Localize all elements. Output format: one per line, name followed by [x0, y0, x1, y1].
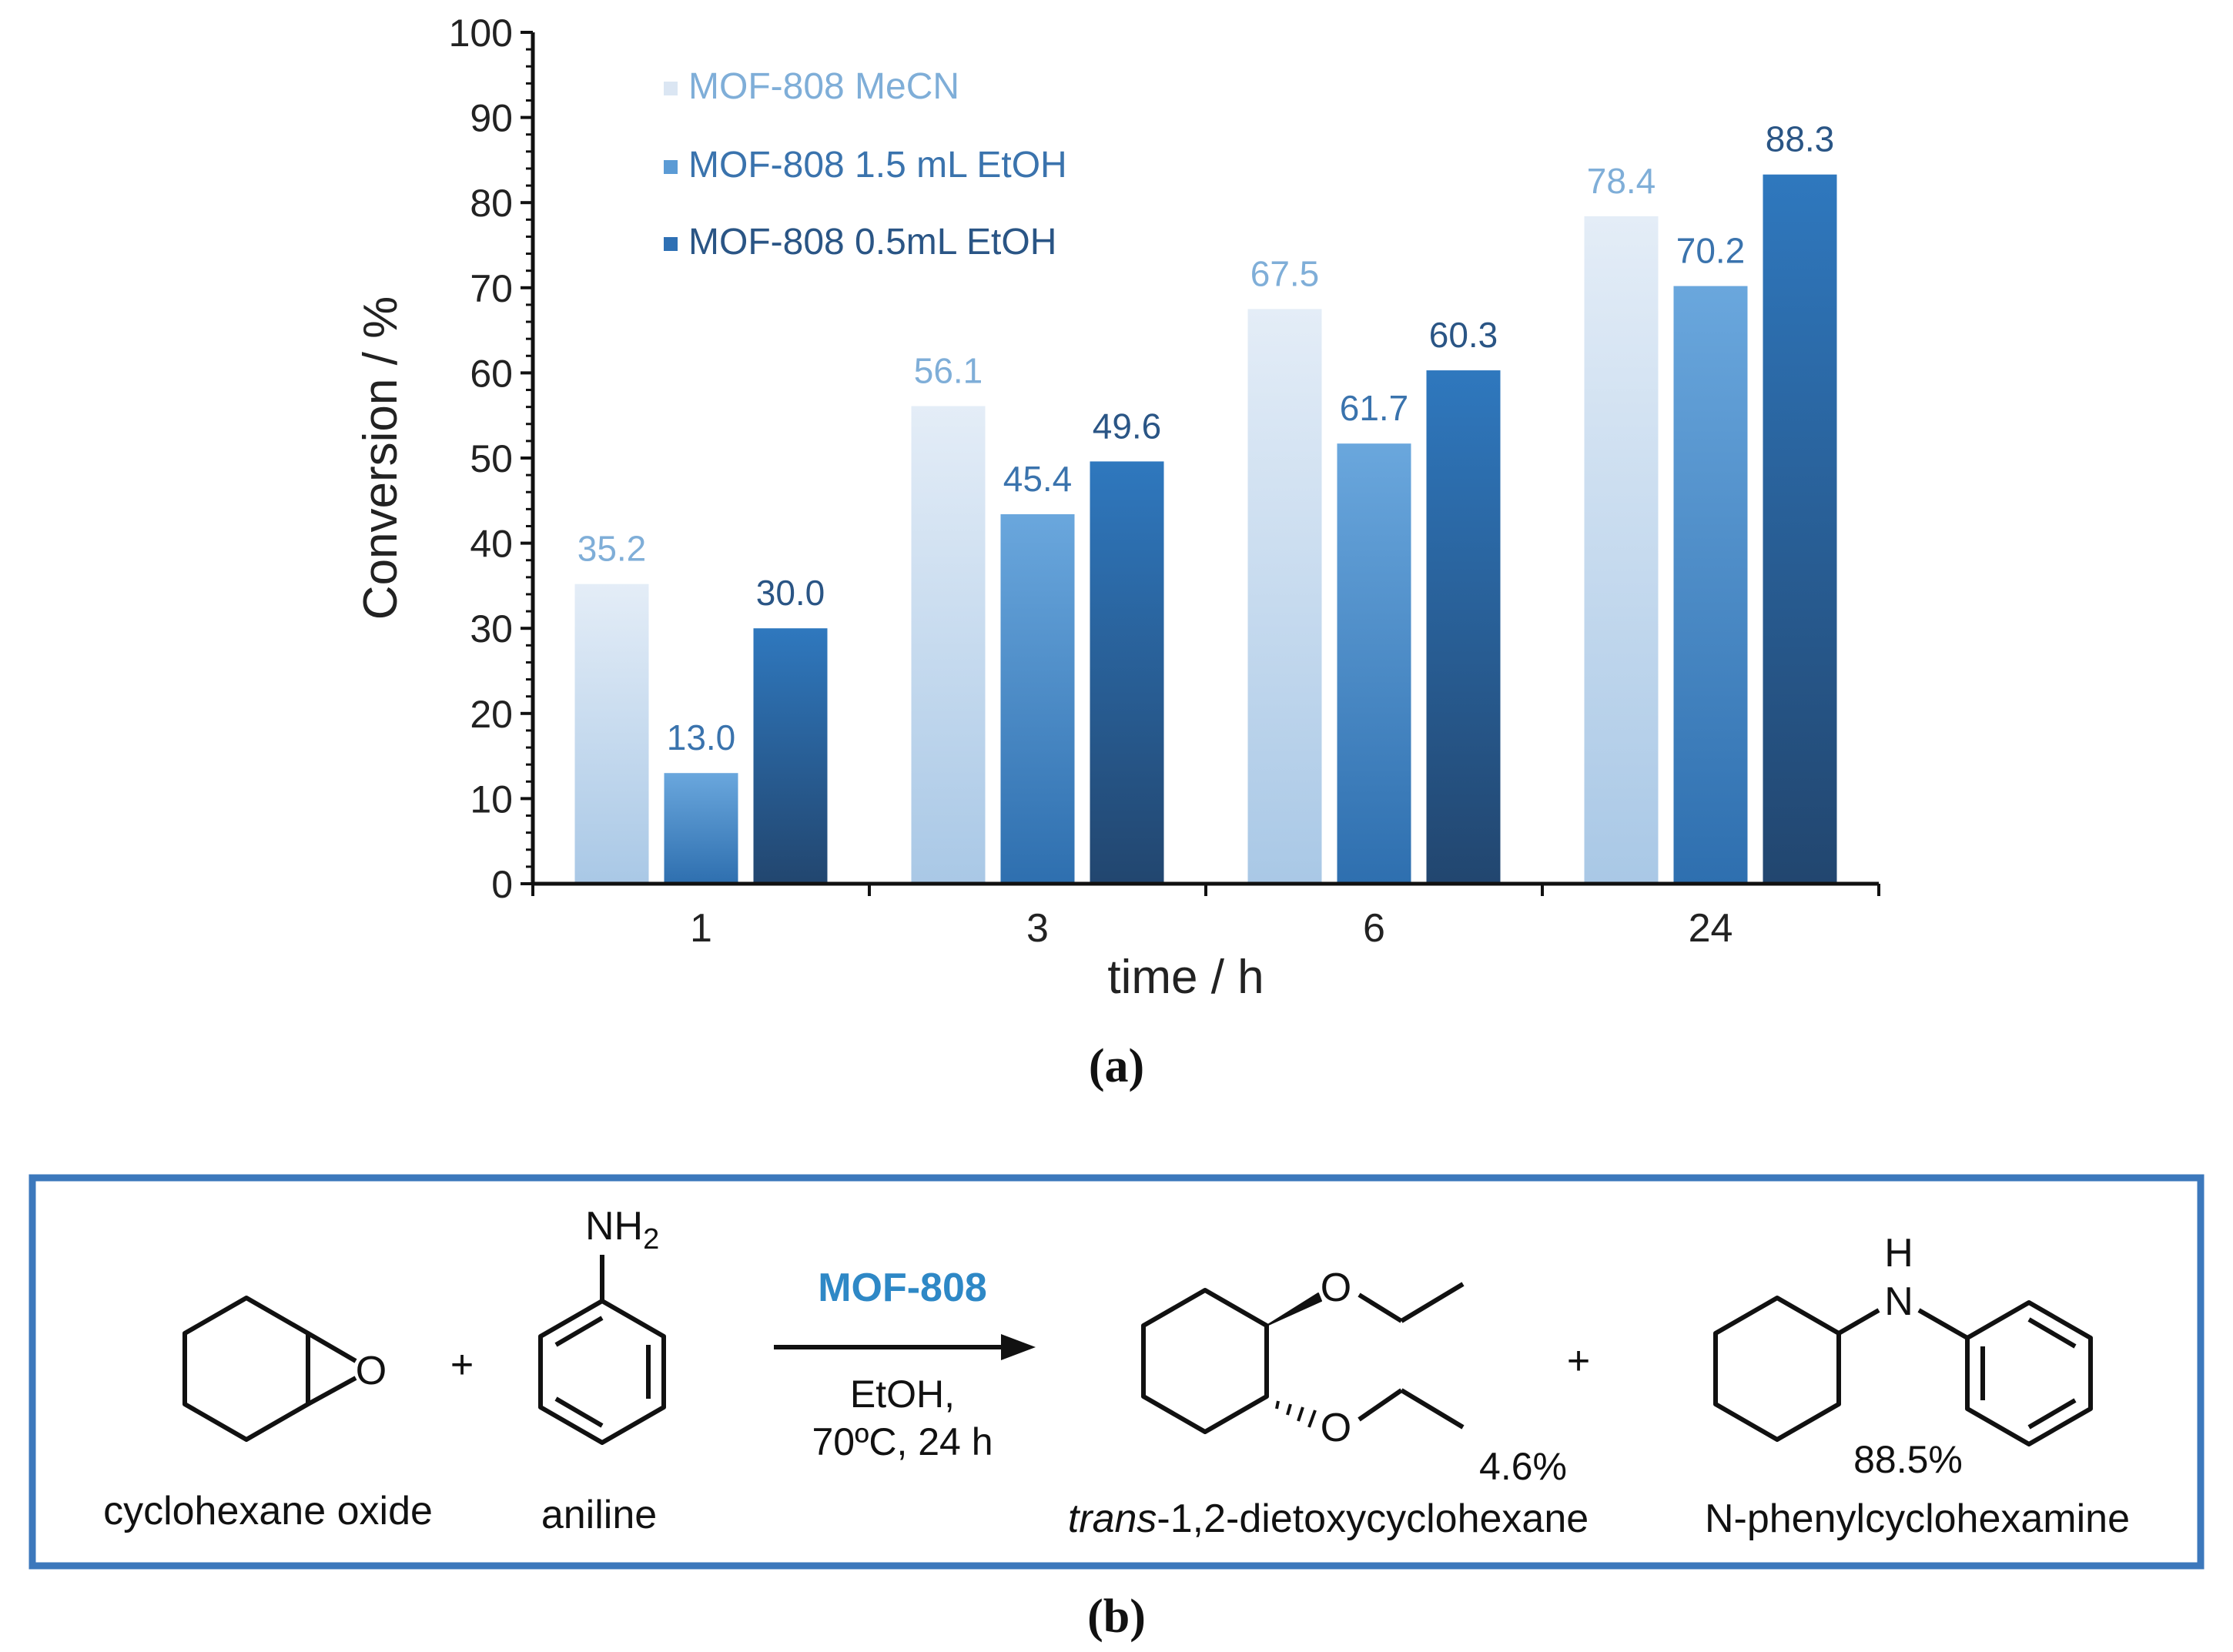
y-tick-label: 80 — [470, 182, 513, 225]
legend-label: MOF-808 MeCN — [688, 66, 959, 107]
bar-series-3-3h — [1090, 461, 1164, 884]
hashed-wedge — [1275, 1400, 1317, 1428]
panel-label-b: (b) — [1087, 1590, 1146, 1643]
product1-yield: 4.6% — [1479, 1445, 1567, 1488]
bar-series-1-6h — [1247, 309, 1322, 884]
x-tick-label: 3 — [1026, 906, 1049, 951]
axes: 0 10 20 30 40 50 60 70 80 90 100 1 3 6 24 — [449, 12, 1880, 951]
data-label: 49.6 — [1093, 406, 1162, 446]
y-tick-label: 20 — [470, 693, 513, 736]
data-label: 56.1 — [914, 351, 983, 391]
product1-o1-label: O — [1321, 1266, 1351, 1310]
dietoxycyclohexane-structure — [1141, 1282, 1465, 1434]
y-tick-label: 0 — [491, 863, 513, 906]
legend-swatch — [664, 237, 678, 251]
legend-label: MOF-808 1.5 mL EtOH — [688, 145, 1067, 186]
data-label: 88.3 — [1766, 119, 1835, 159]
amine-label: NH2 — [585, 1204, 659, 1256]
plus-sign-1: + — [450, 1343, 474, 1387]
product2-yield: 88.5% — [1853, 1438, 1963, 1481]
y-axis-title: Conversion / % — [354, 296, 407, 620]
scheme-frame — [28, 1174, 2205, 1570]
y-tick-label: 30 — [470, 607, 513, 650]
data-label: 35.2 — [578, 529, 647, 569]
x-tick-label: 1 — [690, 906, 712, 951]
product1-name-italic: trans — [1068, 1496, 1157, 1541]
product1-o2-label: O — [1321, 1406, 1351, 1450]
data-label: 70.2 — [1676, 231, 1746, 271]
y-tick-label: 90 — [470, 97, 513, 140]
bar-series-3-1h — [753, 628, 828, 884]
bar-series-1-1h — [574, 584, 649, 884]
reactant1-name: cyclohexane oxide — [103, 1489, 433, 1533]
x-tick-label: 24 — [1689, 906, 1733, 951]
bar-series-1-3h — [911, 406, 986, 884]
epoxide-o-label: O — [356, 1349, 387, 1393]
bar-series-3-24h — [1763, 174, 1837, 884]
bar-series-2-3h — [1000, 513, 1075, 884]
data-label-group: 35.2 56.1 67.5 78.4 13.0 45.4 61.7 70.2 30.0 49.6… — [578, 119, 1835, 758]
catalyst-label: MOF-808 — [818, 1266, 987, 1310]
cyclohexane-oxide-structure — [182, 1296, 357, 1442]
y-tick-label: 10 — [470, 778, 513, 821]
y-tick-label: 60 — [470, 352, 513, 395]
x-tick-label: 6 — [1363, 906, 1385, 951]
bar-series-3-6h — [1426, 370, 1501, 884]
bar-series-2-24h — [1673, 286, 1748, 884]
product2-h-label: H — [1884, 1231, 1913, 1276]
data-label: 61.7 — [1340, 388, 1409, 428]
legend-label: MOF-808 0.5mL EtOH — [688, 222, 1056, 263]
y-tick-label: 40 — [470, 523, 513, 566]
y-tick-label: 50 — [470, 437, 513, 480]
phenylcyclohexamine-structure — [1713, 1296, 2093, 1446]
product2-n-label: N — [1884, 1279, 1913, 1324]
amine-nh: NH — [585, 1204, 643, 1249]
y-tick-label: 100 — [449, 12, 513, 55]
legend-swatch — [664, 82, 678, 95]
plus-sign-2: + — [1567, 1339, 1590, 1383]
chart-legend: MOF-808 MeCN MOF-808 1.5 mL EtOH MOF-808 0… — [664, 66, 1067, 263]
legend-swatch — [664, 160, 678, 174]
data-label: 13.0 — [667, 717, 736, 757]
bar-group — [574, 174, 1837, 884]
amine-subscript: 2 — [643, 1223, 659, 1256]
reaction-arrow-head — [1001, 1334, 1036, 1360]
bar-series-2-1h — [664, 773, 738, 884]
product2-name: N-phenylcyclohexamine — [1705, 1496, 2130, 1541]
panel-label-a: (a) — [1089, 1040, 1144, 1092]
bar-series-1-24h — [1584, 216, 1659, 884]
data-label: 78.4 — [1587, 161, 1656, 201]
product1-name: trans-1,2-dietoxycyclohexane — [1068, 1496, 1589, 1541]
data-label: 30.0 — [756, 573, 825, 613]
reactant2-name: aniline — [541, 1493, 657, 1537]
y-tick-label: 70 — [470, 267, 513, 310]
bar-series-2-6h — [1337, 443, 1411, 884]
product1-name-rest: -1,2-dietoxycyclohexane — [1157, 1496, 1589, 1541]
conversion-bar-chart: MOF-808 MeCN MOF-808 1.5 mL EtOH MOF-808 0… — [354, 12, 1880, 1092]
data-label: 45.4 — [1003, 459, 1073, 499]
data-label: 60.3 — [1429, 315, 1498, 355]
aniline-structure — [538, 1255, 666, 1445]
conditions-line-2: 70ºC, 24 h — [812, 1420, 993, 1463]
conditions-line-1: EtOH, — [850, 1373, 955, 1416]
x-axis-title: time / h — [1107, 951, 1264, 1004]
data-label: 67.5 — [1250, 253, 1320, 293]
